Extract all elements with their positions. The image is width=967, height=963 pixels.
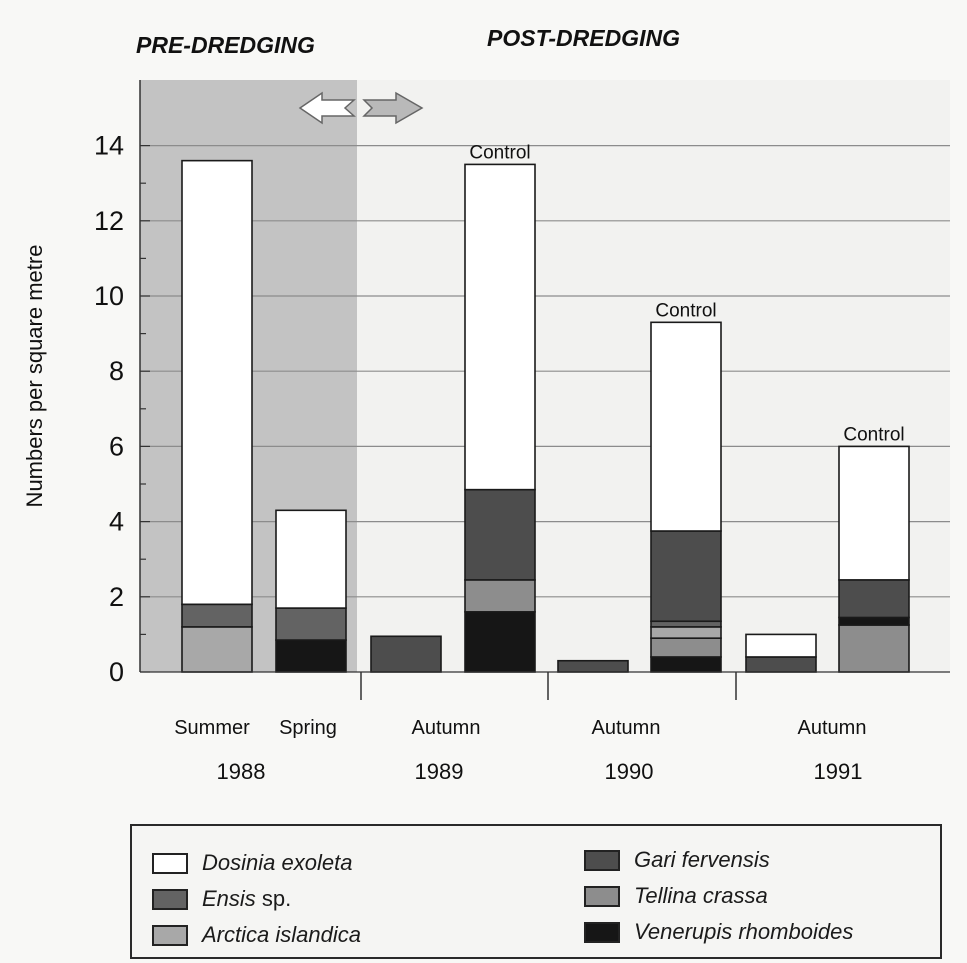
x-season-label: Summer (174, 717, 250, 739)
y-tick-label: 10 (94, 281, 124, 311)
left-arrow-icon (298, 91, 356, 125)
legend-item-venerupis-rhomboides: Venerupis rhomboides (584, 916, 853, 948)
legend-label: Venerupis rhomboides (634, 919, 854, 944)
control-label: Control (843, 424, 904, 445)
y-axis-title: Numbers per square metre (22, 245, 47, 508)
y-tick-label: 14 (94, 131, 124, 161)
x-season-label: Autumn (412, 717, 481, 739)
x-season-label: Spring (279, 717, 337, 739)
legend-item-tellina-crassa: Tellina crassa (584, 880, 768, 912)
bars: Control Control Control (181, 142, 910, 673)
legend-item-gari-fervensis: Gari fervensis (584, 844, 770, 876)
legend-swatch (152, 852, 188, 874)
legend-swatch (152, 924, 188, 946)
bar-segment (838, 445, 910, 581)
legend-swatch (152, 888, 188, 910)
legend-swatch (584, 849, 620, 871)
bar-segment (650, 321, 722, 532)
bar-segment (464, 579, 536, 613)
bar-segment (370, 635, 442, 673)
bar-segment (745, 656, 817, 673)
y-tick-label: 6 (109, 431, 124, 461)
bar-stack (745, 633, 817, 673)
y-tick-label: 0 (109, 657, 124, 687)
legend-swatch (584, 885, 620, 907)
bar-segment (275, 639, 347, 673)
bar-stack: Control (464, 142, 536, 673)
bar-segment (275, 509, 347, 609)
x-year-label: 1989 (415, 759, 464, 784)
bar-stack (557, 659, 629, 673)
legend-item-dosinia-exoleta: Dosinia exoleta (152, 847, 352, 879)
bar-stack: Control (650, 300, 722, 673)
y-tick-label: 12 (94, 206, 124, 236)
control-label: Control (469, 142, 530, 163)
x-season-label: Autumn (592, 717, 661, 739)
bar-segment (745, 633, 817, 658)
bar-segment (650, 626, 722, 639)
bar-segment (464, 488, 536, 581)
bar-stack (370, 635, 442, 673)
legend-label: Arctica islandica (202, 922, 361, 947)
legend-item-ensis: Ensis sp. (152, 883, 291, 915)
legend-label: Gari fervensis (634, 847, 770, 872)
x-year-label: 1988 (217, 759, 266, 784)
x-axis: Summer Spring Autumn Autumn Autumn 1988 1989 19… (140, 671, 950, 784)
legend-label: Ensis sp. (202, 886, 292, 911)
bar-segment (838, 616, 910, 626)
legend-item-arctica-islandica: Arctica islandica (152, 919, 361, 951)
bar-segment (838, 624, 910, 673)
bar-segment (464, 611, 536, 673)
bar-segment (838, 579, 910, 619)
bar-segment (557, 659, 629, 673)
bar-segment (275, 607, 347, 641)
legend: Dosinia exoleta Ensis sp. Arctica island… (130, 824, 942, 959)
bar-segment (464, 163, 536, 491)
x-year-label: 1990 (605, 759, 654, 784)
gridlines (140, 145, 950, 598)
legend-label: Dosinia exoleta (202, 850, 353, 875)
y-tick-label: 4 (109, 507, 124, 537)
bar-stack (275, 509, 347, 673)
y-axis: 0 2 4 6 8 10 12 14 (94, 80, 150, 687)
y-tick-label: 2 (109, 582, 124, 612)
bar-segment (181, 603, 253, 628)
bar-segment (650, 637, 722, 658)
right-arrow-icon (362, 91, 424, 125)
x-year-label: 1991 (814, 759, 863, 784)
bar-segment (650, 656, 722, 673)
post-dredging-label: POST-DREDGING (487, 25, 680, 51)
bar-stack: Control (838, 424, 910, 673)
pre-dredging-label: PRE-DREDGING (136, 32, 315, 58)
control-label: Control (655, 300, 716, 321)
legend-swatch (584, 921, 620, 943)
x-season-label: Autumn (798, 717, 867, 739)
bar-segment (650, 530, 722, 623)
bar-segment (181, 626, 253, 673)
legend-label: Tellina crassa (634, 883, 768, 908)
y-tick-label: 8 (109, 356, 124, 386)
bar-segment (650, 620, 722, 628)
bar-stack (181, 159, 253, 673)
bar-segment (181, 159, 253, 606)
